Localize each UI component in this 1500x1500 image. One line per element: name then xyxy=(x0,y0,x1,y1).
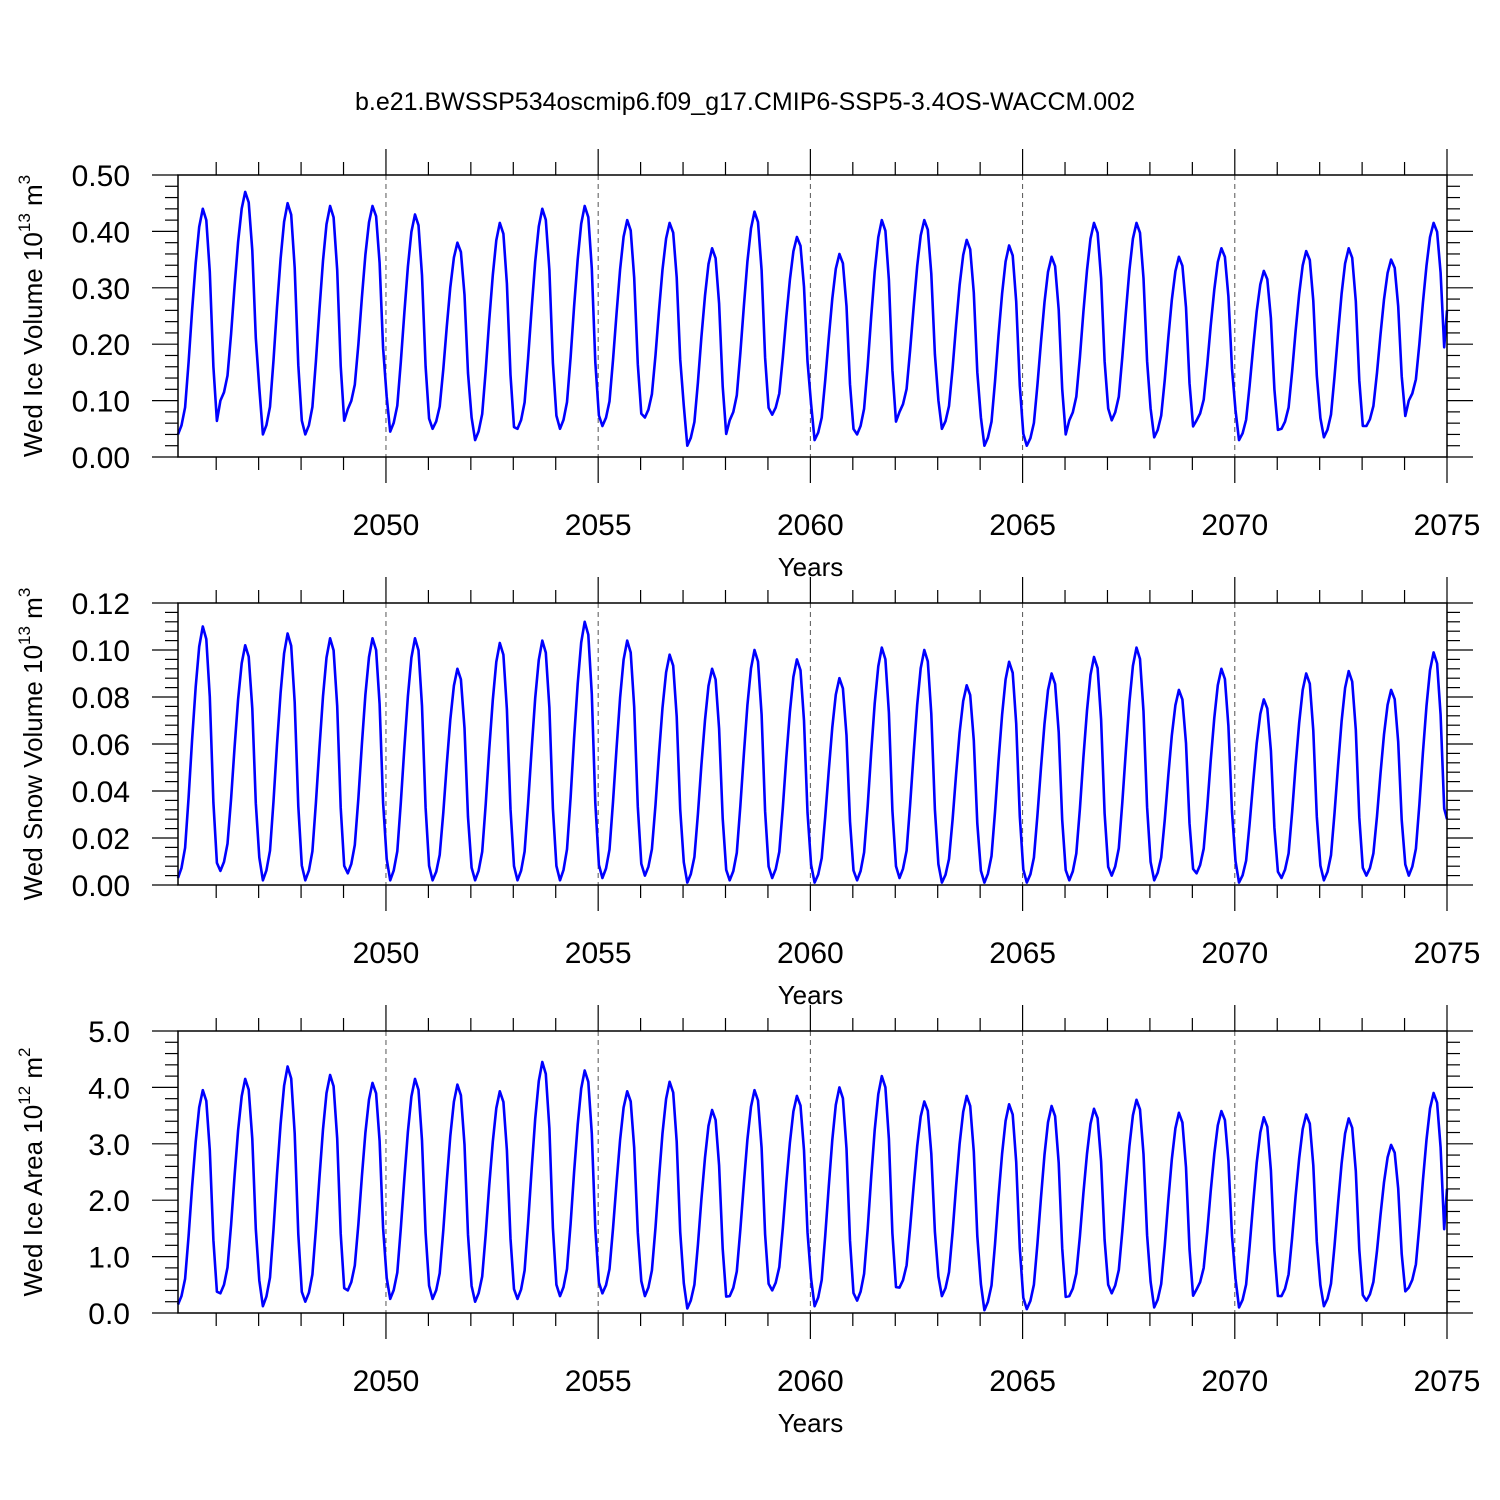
snow-volume-ytick-label: 0.12 xyxy=(72,588,130,621)
ice-area-ylabel: Wed Ice Area 1012 m2 xyxy=(15,1047,48,1296)
ice-volume-panel: 2050 2055 2060 2065 2070 2075 0.00 0.10 0.20 0.30… xyxy=(15,149,1480,582)
ice-area-panel: 2050 2055 2060 2065 2070 2075 0.0 1.0 2.0 3.0 4.0 5… xyxy=(15,1005,1480,1438)
ice-area-xtick-label-2050: 2050 xyxy=(353,1365,420,1398)
ice-area-ytick-label: 2.0 xyxy=(88,1185,130,1218)
ice-area-xtick-label-2070: 2070 xyxy=(1201,1365,1268,1398)
snow-volume-ytick-label: 0.00 xyxy=(72,870,130,903)
snow-volume-ylabel: Wed Snow Volume 1013 m3 xyxy=(15,588,48,901)
ice-volume-ytick-label: 0.30 xyxy=(72,273,130,306)
ice-volume-series xyxy=(176,190,1449,447)
ice-volume-xtick-label-2075: 2075 xyxy=(1414,509,1481,542)
ice-volume-ytick-label: 0.20 xyxy=(72,329,130,362)
snow-volume-xtick-label-2050: 2050 xyxy=(353,937,420,970)
snow-volume-xtick-label-2055: 2055 xyxy=(565,937,632,970)
ice-volume-ytick-label: 0.50 xyxy=(72,160,130,193)
snow-volume-ytick-label: 0.02 xyxy=(72,823,130,856)
ice-volume-xtick-label-2055: 2055 xyxy=(565,509,632,542)
snow-volume-ytick-label: 0.10 xyxy=(72,635,130,668)
snow-volume-frame xyxy=(177,602,1448,886)
snow-volume-ytick-label: 0.08 xyxy=(72,682,130,715)
ice-area-ytick-label: 0.0 xyxy=(88,1298,130,1331)
ice-volume-frame xyxy=(177,174,1448,458)
snow-volume-panel: 2050 2055 2060 2065 2070 2075 0.00 0.02 0.04 0.06… xyxy=(15,577,1480,1010)
snow-volume-series xyxy=(176,620,1449,884)
snow-volume-xtick-label-2075: 2075 xyxy=(1414,937,1481,970)
snow-volume-ytick-label: 0.06 xyxy=(72,729,130,762)
snow-volume-xtick-label-2060: 2060 xyxy=(777,937,844,970)
ice-area-xtick-label-2055: 2055 xyxy=(565,1365,632,1398)
snow-volume-xtick-label-2070: 2070 xyxy=(1201,937,1268,970)
ice-volume-xtick-label-2070: 2070 xyxy=(1201,509,1268,542)
ice-area-xtick-label-2060: 2060 xyxy=(777,1365,844,1398)
ice-area-ytick-label: 1.0 xyxy=(88,1242,130,1275)
ice-area-xlabel: Years xyxy=(778,1408,844,1438)
snow-volume-ticks: 2050 2055 2060 2065 2070 2075 0.00 0.02 0.04 0.06… xyxy=(72,577,1481,970)
ice-area-ytick-label: 4.0 xyxy=(88,1072,130,1105)
snow-volume-xtick-label-2065: 2065 xyxy=(989,937,1056,970)
ice-volume-ticks: 2050 2055 2060 2065 2070 2075 0.00 0.10 0.20 0.30… xyxy=(72,149,1481,542)
ice-area-frame xyxy=(177,1030,1448,1314)
ice-area-ytick-label: 3.0 xyxy=(88,1129,130,1162)
ice-volume-xtick-label-2050: 2050 xyxy=(353,509,420,542)
ice-volume-ylabel: Wed Ice Volume 1013 m3 xyxy=(15,175,48,457)
ice-volume-xtick-label-2065: 2065 xyxy=(989,509,1056,542)
ice-area-ytick-label: 5.0 xyxy=(88,1016,130,1049)
ice-area-xtick-label-2075: 2075 xyxy=(1414,1365,1481,1398)
ice-area-xtick-label-2065: 2065 xyxy=(989,1365,1056,1398)
ice-volume-ytick-label: 0.10 xyxy=(72,386,130,419)
ice-volume-xtick-label-2060: 2060 xyxy=(777,509,844,542)
ice-volume-ytick-label: 0.40 xyxy=(72,216,130,249)
ice-area-series xyxy=(176,1060,1449,1312)
ice-volume-ytick-label: 0.00 xyxy=(72,442,130,475)
figure-title: b.e21.BWSSP534oscmip6.f09_g17.CMIP6-SSP5… xyxy=(355,88,1135,116)
snow-volume-ytick-label: 0.04 xyxy=(72,776,130,809)
ice-area-ticks: 2050 2055 2060 2065 2070 2075 0.0 1.0 2.0 3.0 4.0 5… xyxy=(88,1005,1480,1398)
